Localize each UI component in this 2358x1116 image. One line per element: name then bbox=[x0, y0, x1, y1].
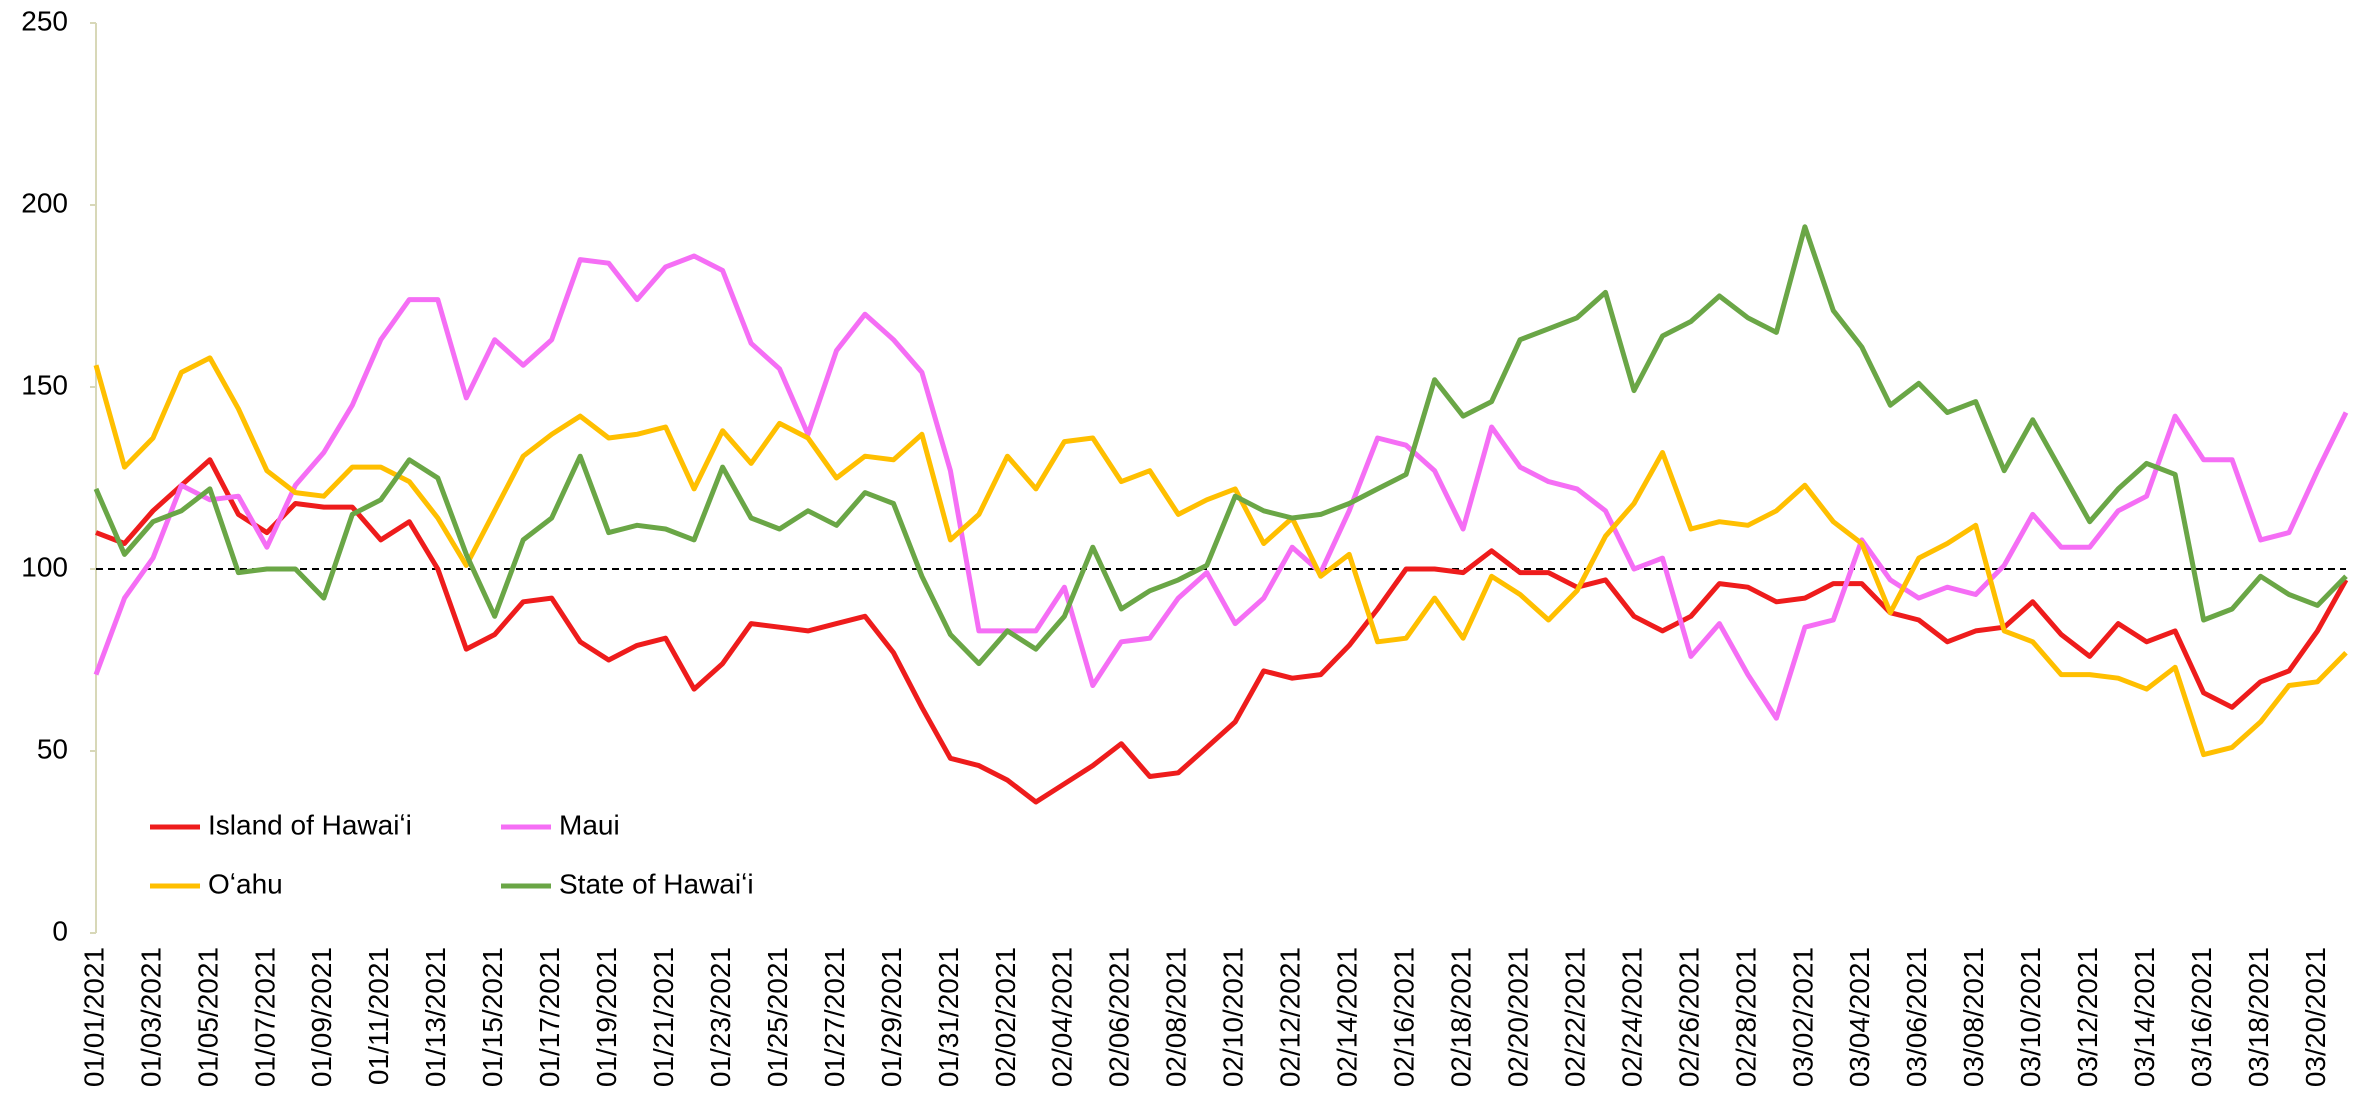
x-tick-label: 01/29/2021 bbox=[876, 947, 907, 1087]
x-tick-label: 01/31/2021 bbox=[933, 947, 964, 1087]
y-tick-label: 0 bbox=[52, 915, 68, 946]
series-line bbox=[93, 355, 2348, 758]
x-tick-label: 02/22/2021 bbox=[1559, 947, 1590, 1087]
x-tick-label: 02/14/2021 bbox=[1332, 947, 1363, 1087]
x-tick-label: 03/12/2021 bbox=[2072, 947, 2103, 1087]
x-tick-label: 01/01/2021 bbox=[78, 947, 109, 1087]
y-tick-label: 50 bbox=[37, 733, 68, 764]
x-tick-label: 01/19/2021 bbox=[591, 947, 622, 1087]
x-tick-label: 03/10/2021 bbox=[2015, 947, 2046, 1087]
series-line bbox=[93, 253, 2349, 721]
x-tick-label: 03/04/2021 bbox=[1844, 947, 1875, 1087]
x-tick-label: 01/21/2021 bbox=[648, 947, 679, 1087]
x-tick-label: 02/04/2021 bbox=[1047, 947, 1078, 1087]
x-tick-label: 01/17/2021 bbox=[534, 947, 565, 1087]
x-tick-label: 02/18/2021 bbox=[1445, 947, 1476, 1087]
x-tick-label: 03/20/2021 bbox=[2300, 947, 2331, 1087]
x-tick-label: 02/16/2021 bbox=[1389, 947, 1420, 1087]
y-tick-label: 200 bbox=[21, 187, 68, 218]
x-tick-label: 01/09/2021 bbox=[306, 947, 337, 1087]
legend-label: State of Hawaiʻi bbox=[559, 868, 754, 899]
y-tick-label: 100 bbox=[21, 551, 68, 582]
x-tick-label: 02/02/2021 bbox=[990, 947, 1021, 1087]
x-tick-label: 03/14/2021 bbox=[2129, 947, 2160, 1087]
y-tick-label: 250 bbox=[21, 5, 68, 36]
x-tick-label: 03/06/2021 bbox=[1901, 947, 1932, 1087]
x-tick-label: 02/24/2021 bbox=[1616, 947, 1647, 1087]
y-tick-label: 150 bbox=[21, 369, 68, 400]
legend-label: Maui bbox=[559, 809, 620, 840]
x-tick-label: 02/12/2021 bbox=[1275, 947, 1306, 1087]
x-tick-label: 02/10/2021 bbox=[1218, 947, 1249, 1087]
x-tick-label: 01/23/2021 bbox=[705, 947, 736, 1087]
x-tick-label: 01/27/2021 bbox=[819, 947, 850, 1087]
x-tick-label: 02/08/2021 bbox=[1161, 947, 1192, 1087]
legend-label: Island of Hawaiʻi bbox=[208, 809, 412, 840]
x-tick-label: 02/26/2021 bbox=[1673, 947, 1704, 1087]
x-tick-label: 01/03/2021 bbox=[135, 947, 166, 1087]
x-tick-label: 02/28/2021 bbox=[1730, 947, 1761, 1087]
x-tick-label: 01/15/2021 bbox=[477, 947, 508, 1087]
x-tick-label: 02/06/2021 bbox=[1104, 947, 1135, 1087]
x-tick-label: 03/16/2021 bbox=[2186, 947, 2217, 1087]
series-line bbox=[93, 224, 2348, 667]
x-tick-label: 01/05/2021 bbox=[192, 947, 223, 1087]
series-line bbox=[95, 457, 2349, 805]
x-tick-label: 01/07/2021 bbox=[249, 947, 280, 1087]
x-tick-label: 03/02/2021 bbox=[1787, 947, 1818, 1087]
legend-label: Oʻahu bbox=[208, 868, 283, 899]
x-tick-label: 01/13/2021 bbox=[420, 947, 451, 1087]
x-tick-label: 03/08/2021 bbox=[1958, 947, 1989, 1087]
x-tick-label: 03/18/2021 bbox=[2243, 947, 2274, 1087]
x-tick-label: 02/20/2021 bbox=[1502, 947, 1533, 1087]
x-tick-label: 01/11/2021 bbox=[363, 947, 394, 1085]
x-tick-label: 01/25/2021 bbox=[762, 947, 793, 1087]
